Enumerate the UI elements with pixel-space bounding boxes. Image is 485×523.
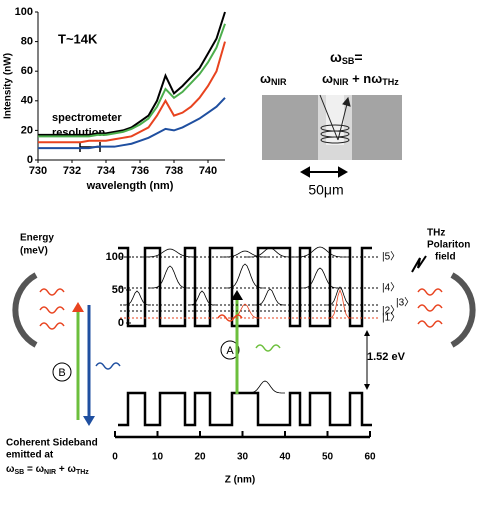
z-tick-label: 20 — [194, 452, 206, 463]
photons — [39, 255, 443, 370]
z-tick-label: 60 — [364, 452, 376, 463]
scale-label: 50μm — [308, 182, 343, 198]
label-circle — [220, 340, 240, 360]
wavefunction — [141, 248, 199, 258]
thz-label: THz — [427, 228, 445, 239]
t: = — [354, 49, 362, 65]
wavefunction — [327, 288, 353, 319]
x-tick-label: 738 — [165, 165, 183, 177]
sideband-label: Coherent Sideband — [6, 438, 98, 449]
wavefunction — [245, 247, 295, 258]
x-tick-label: 740 — [199, 165, 217, 177]
wavefunction — [228, 303, 262, 319]
series-line — [38, 23, 226, 138]
annotation: T~14K — [58, 31, 98, 46]
gap-label: 1.52 eV — [367, 351, 406, 363]
arrows — [72, 290, 370, 426]
wavefunction — [149, 265, 191, 289]
y-tick-label: 80 — [21, 36, 33, 48]
omega-sum: ωNIR + nωTHz — [322, 71, 399, 87]
t: THz — [76, 469, 89, 476]
mirrors — [12, 272, 476, 348]
y-tick-label: 60 — [21, 65, 33, 77]
energy-unit: (meV) — [20, 246, 48, 257]
y-tick-label: 0 — [27, 154, 33, 166]
wavefunction — [325, 286, 355, 306]
x-tick-label: 734 — [97, 165, 116, 177]
y-tick-label: 20 — [21, 124, 33, 136]
t: ω — [260, 71, 271, 86]
energy-tick-label: 0 — [118, 317, 124, 329]
t: ω — [330, 49, 342, 65]
t: SB — [14, 469, 24, 476]
t: NIR — [271, 77, 287, 87]
sideband-label: emitted at — [6, 450, 54, 461]
omega-sb: ωSB= — [330, 49, 363, 67]
omega-nir: ωNIR — [260, 71, 287, 87]
z-tick-label: 0 — [112, 452, 118, 463]
t: THz — [382, 77, 399, 87]
sideband-formula: ωSB = ωNIR + ωTHz — [6, 464, 89, 476]
t: + nω — [348, 71, 382, 86]
state-label: |4〉 — [382, 282, 400, 294]
wavefunction — [224, 263, 266, 289]
energy-tick-label: 100 — [106, 251, 124, 263]
state-label: |5〉 — [382, 251, 400, 263]
z-label: Z (nm) — [225, 475, 256, 486]
band-structure — [118, 246, 372, 427]
z-tick-label: 40 — [279, 452, 291, 463]
state-label: |1〉 — [382, 312, 400, 324]
y-tick-label: 40 — [21, 95, 33, 107]
wavefunction — [220, 250, 270, 258]
state-label: |3〉 — [396, 297, 414, 309]
y-label: Intensity (nW) — [3, 53, 14, 119]
t: NIR — [333, 77, 349, 87]
label-circle — [52, 362, 72, 382]
y-tick-label: 100 — [15, 6, 33, 18]
energy-tick-label: 50 — [112, 284, 124, 296]
z-tick-label: 50 — [322, 452, 334, 463]
t: SB — [342, 56, 355, 66]
wavefunction — [299, 267, 341, 289]
micrograph-image — [262, 94, 402, 160]
state-label: |2〉 — [382, 305, 400, 317]
t: NIR — [44, 469, 56, 476]
label-a: A — [226, 345, 234, 357]
x-tick-label: 730 — [29, 165, 47, 177]
label-b: B — [58, 367, 65, 379]
wavefunction — [253, 288, 287, 306]
series-line — [38, 11, 226, 136]
wavefunction — [122, 290, 152, 306]
t: ω — [6, 464, 15, 475]
energy-label: Energy — [20, 233, 54, 244]
z-tick-label: 30 — [237, 452, 249, 463]
wavefunction — [291, 246, 349, 258]
z-tick-label: 10 — [152, 452, 164, 463]
x-tick-label: 732 — [63, 165, 81, 177]
x-tick-label: 736 — [131, 165, 149, 177]
t: ω — [322, 71, 333, 86]
wavefunction — [244, 380, 286, 394]
wavefunction — [187, 290, 217, 306]
scale-arrow — [299, 166, 349, 178]
thz-label: Polariton — [427, 240, 470, 251]
t: = ω — [24, 464, 44, 475]
series-line — [38, 97, 226, 150]
annotation: spectrometer — [52, 112, 122, 124]
x-label: wavelength (nm) — [86, 180, 174, 192]
thz-label: field — [435, 252, 456, 263]
t: + ω — [56, 464, 76, 475]
series-line — [38, 41, 226, 144]
